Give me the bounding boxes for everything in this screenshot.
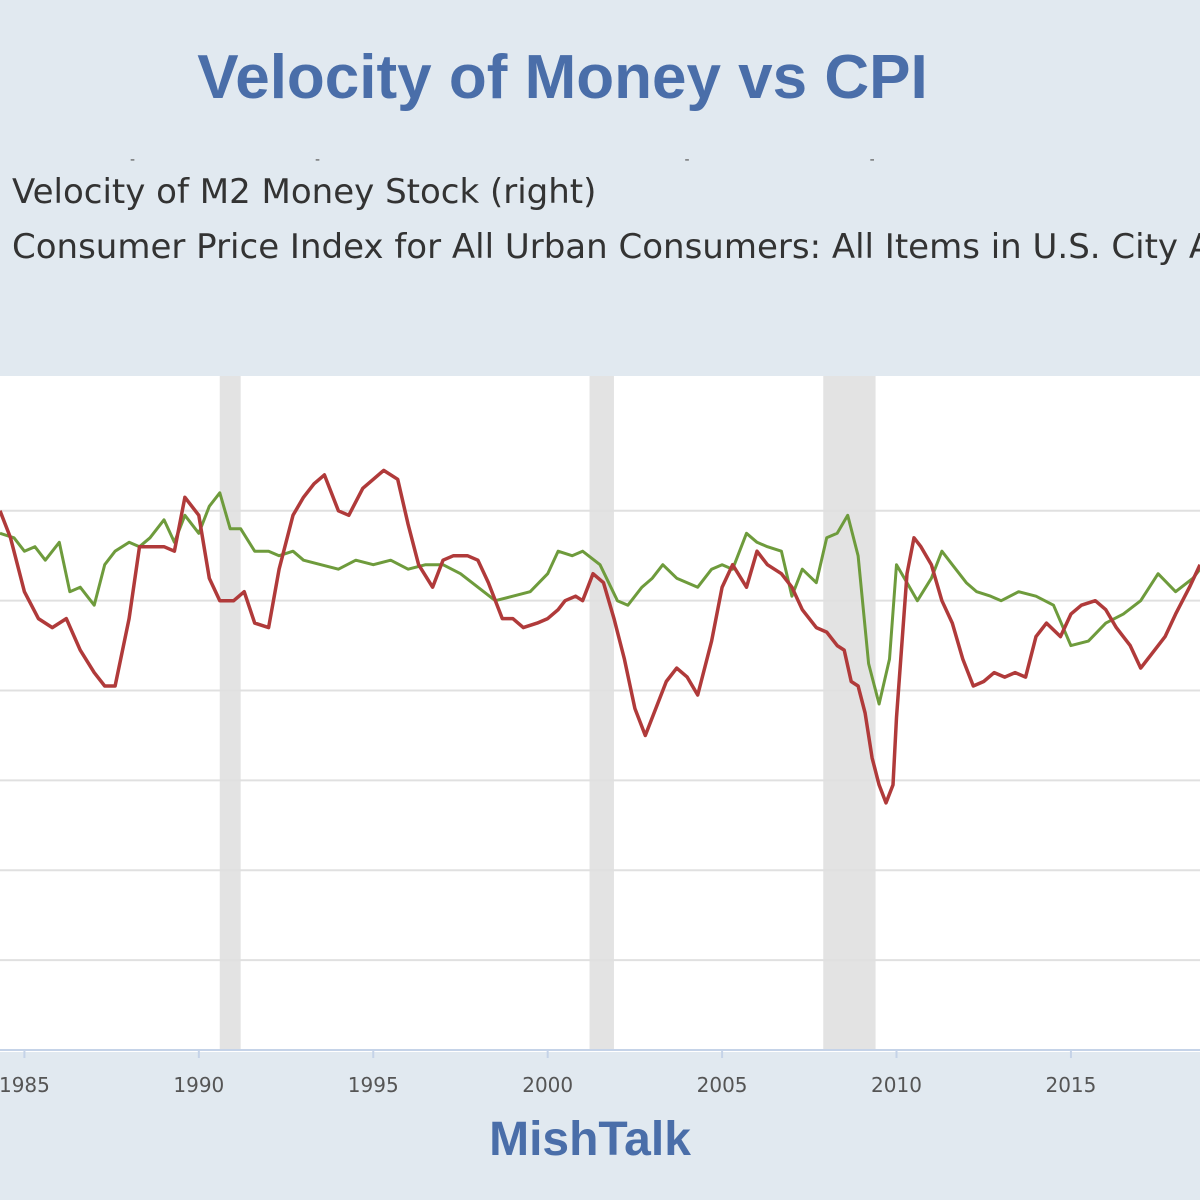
legend-dash-marks: -- -- (130, 152, 1055, 168)
recession-band-2 (589, 376, 614, 1050)
legend-entry-cpi: Consumer Price Index for All Urban Consu… (12, 220, 1200, 275)
chart-title: Velocity of Money vs CPI (197, 43, 928, 112)
x-tick-label-1995: 1995 (348, 1073, 399, 1097)
x-tick-label-2000: 2000 (522, 1073, 573, 1097)
recession-band-1 (219, 376, 241, 1050)
series-line-cpi (0, 468, 1200, 805)
legend-entry-cpi-text: Consumer Price Index for All Urban Consu… (12, 227, 1200, 267)
chart-area: 1985 1990 1995 2000 2005 2010 2015 (0, 376, 1200, 1097)
x-tick-label-2015: 2015 (1045, 1073, 1096, 1097)
legend: Velocity of M2 Money Stock (right) Consu… (12, 165, 1200, 275)
legend-entry-velocity: Velocity of M2 Money Stock (right) (12, 172, 597, 212)
recession-band-3 (823, 376, 876, 1050)
footer-brand: MishTalk (489, 1113, 691, 1166)
x-tick-label-1985: 1985 (0, 1073, 50, 1097)
x-tick-label-2005: 2005 (697, 1073, 748, 1097)
x-tick-label-2010: 2010 (871, 1073, 922, 1097)
x-tick-label-1990: 1990 (173, 1073, 224, 1097)
